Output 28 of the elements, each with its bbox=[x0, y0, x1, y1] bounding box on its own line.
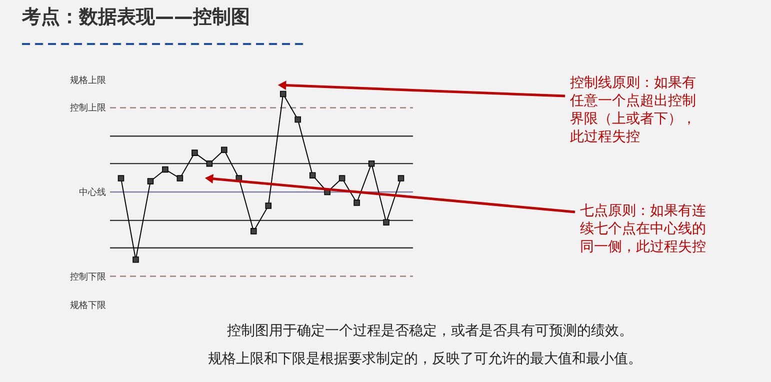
ref-line-label: 中心线 bbox=[79, 187, 106, 198]
point bbox=[338, 175, 346, 182]
point bbox=[132, 256, 139, 263]
point bbox=[192, 150, 198, 156]
point bbox=[368, 160, 375, 167]
point bbox=[221, 146, 228, 153]
point bbox=[309, 172, 316, 178]
text: 控制图用于确定一个过程是否稳定，或者是否具有可预测的绩效。 bbox=[227, 323, 633, 339]
ref-line-label: 控制下限 bbox=[70, 271, 106, 282]
point bbox=[354, 200, 360, 206]
point bbox=[250, 228, 257, 234]
point bbox=[398, 175, 404, 182]
point bbox=[206, 160, 213, 167]
ref-line-label: 控制上限 bbox=[70, 102, 106, 114]
point bbox=[176, 175, 184, 182]
text: 规格上限 bbox=[70, 75, 106, 86]
text: 控制线原则：如果有任意一个点超出控制界限（上或者下），此过程失控 bbox=[569, 75, 696, 145]
chart-title: 考点：数据表现——控制图 bbox=[21, 6, 250, 28]
text: 规格下限 bbox=[70, 300, 106, 311]
text: 规格上限和下限是根据要求制定的，反映了可允许的最大值和最小值。 bbox=[208, 351, 642, 367]
point bbox=[383, 219, 390, 226]
text: 七点原则：如果有连续七个点在中心线的同一侧，此过程失控 bbox=[580, 203, 706, 255]
point bbox=[265, 202, 272, 209]
point bbox=[147, 178, 154, 184]
point bbox=[162, 166, 168, 173]
point bbox=[294, 116, 301, 123]
point bbox=[118, 175, 124, 182]
point bbox=[280, 90, 286, 98]
